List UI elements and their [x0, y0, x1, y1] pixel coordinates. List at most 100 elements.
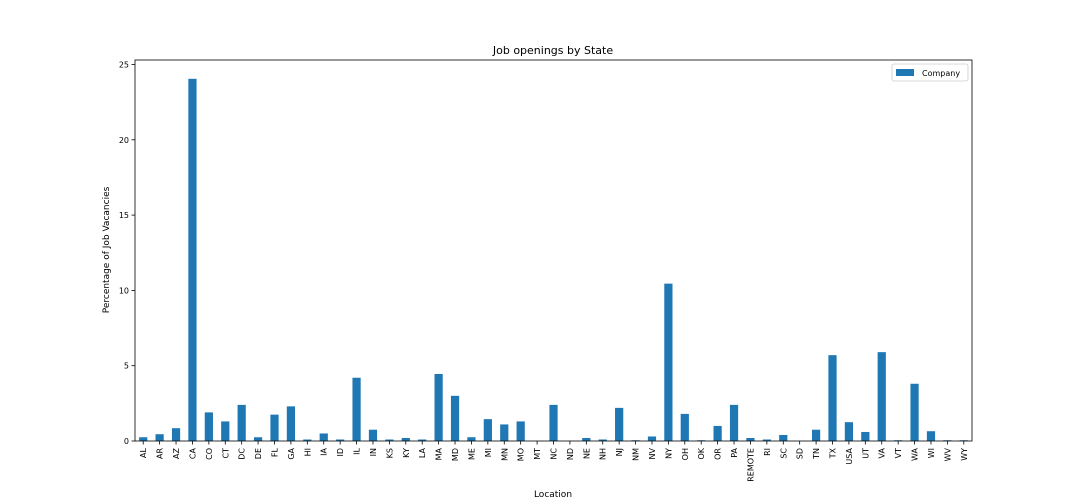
x-tick-label: HI: [303, 448, 312, 456]
bar-hi: [303, 439, 312, 441]
bar-dc: [237, 404, 246, 441]
bar-ne: [582, 437, 591, 441]
bar-co: [204, 412, 213, 441]
bar-remote: [746, 437, 755, 441]
x-tick-label: AR: [156, 448, 165, 459]
plot-frame: [134, 59, 973, 442]
x-tick-label: ME: [467, 448, 476, 460]
bar-nh: [598, 439, 607, 441]
bar-de: [253, 437, 263, 441]
x-tick-label: OK: [697, 447, 706, 459]
x-tick-label: WY: [960, 448, 969, 461]
bar-nc: [549, 404, 558, 441]
x-tick-label: MI: [484, 448, 493, 457]
bar-tx: [828, 355, 837, 441]
x-tick-label: TN: [812, 448, 821, 460]
x-tick-label: MO: [517, 448, 526, 461]
bar-me: [467, 437, 476, 441]
x-tick-label: NC: [550, 448, 559, 460]
bar-mn: [500, 424, 509, 441]
x-tick-label: IL: [353, 447, 362, 454]
x-tick-label: TX: [829, 447, 838, 459]
chart-title: Job openings by State: [492, 44, 613, 57]
x-tick-label: NV: [648, 447, 657, 459]
bar-az: [171, 428, 181, 441]
bar-wi: [926, 431, 936, 441]
x-tick-label: PA: [730, 447, 739, 457]
x-tick-label: KY: [402, 448, 411, 458]
y-axis: 0 5 10 15 20 25: [119, 61, 135, 446]
x-tick-label: WA: [911, 447, 920, 460]
bar-ma: [434, 373, 443, 441]
y-tick-label: 0: [124, 437, 129, 446]
bar-ia: [319, 433, 328, 441]
bar-or: [713, 425, 722, 441]
x-tick-label: UT: [861, 448, 870, 459]
bar-tn: [811, 429, 821, 441]
bar-pa: [729, 404, 739, 441]
x-axis-label: Location: [534, 490, 572, 500]
x-tick-label: MA: [435, 447, 444, 460]
x-tick-label: GA: [287, 447, 296, 459]
bar-mi: [483, 419, 492, 441]
x-tick-label: FL: [271, 447, 280, 457]
x-tick-label: NE: [582, 448, 591, 459]
bar-wa: [910, 383, 919, 441]
x-tick-label: NY: [664, 448, 673, 459]
x-tick-label: IN: [369, 448, 378, 456]
x-tick-label: SC: [779, 448, 788, 459]
bar-ct: [221, 421, 230, 441]
bar-sc: [779, 434, 788, 441]
x-tick-label: MN: [500, 448, 509, 461]
legend-box: [891, 63, 969, 82]
x-tick-label: MT: [533, 448, 542, 460]
x-tick-label: VA: [878, 447, 887, 458]
x-tick-label: WV: [943, 447, 952, 461]
x-axis: AL AR AZ CA CO CT DC DE FL GA HI IA ID IL IN KS KY LA MA MD…: [139, 441, 969, 482]
legend-swatch: [896, 69, 914, 76]
bar-ky: [401, 437, 410, 441]
x-tick-label: WI: [927, 448, 936, 458]
y-tick-label: 15: [119, 211, 129, 220]
bar-la: [418, 439, 427, 441]
x-tick-label: RI: [763, 448, 772, 456]
x-tick-label: CA: [188, 447, 197, 459]
bar-usa: [844, 422, 854, 441]
y-axis-label: Percentage of Job Vacancies: [102, 186, 112, 313]
bar-ar: [155, 434, 164, 441]
y-tick-label: 5: [124, 362, 129, 371]
x-tick-label: ID: [336, 448, 345, 457]
x-tick-label: REMOTE: [746, 448, 755, 482]
x-tick-label: DE: [254, 448, 263, 459]
legend-label: Company: [922, 69, 960, 78]
bar-ks: [385, 439, 394, 441]
bar-ri: [762, 439, 771, 441]
bar-ny: [664, 283, 673, 441]
x-tick-label: OH: [681, 448, 690, 460]
bar-mo: [516, 421, 525, 441]
y-tick-label: 10: [119, 286, 129, 295]
bar-ut: [861, 431, 870, 441]
x-tick-label: CO: [205, 448, 214, 460]
x-tick-label: KS: [385, 448, 394, 458]
x-tick-label: NH: [599, 448, 608, 460]
x-tick-label: OR: [714, 448, 723, 460]
x-tick-label: IA: [320, 447, 329, 455]
legend: Company: [891, 63, 969, 82]
bars-group: [139, 78, 968, 441]
bar-fl: [270, 414, 279, 441]
x-tick-label: AL: [139, 447, 148, 457]
y-tick-label: 25: [119, 61, 129, 70]
bar-ca: [188, 78, 197, 441]
bar-al: [139, 437, 148, 441]
bar-md: [450, 395, 460, 441]
bar-id: [336, 439, 345, 441]
bar-in: [368, 429, 378, 441]
x-tick-label: NJ: [615, 448, 624, 456]
bar-nj: [615, 407, 624, 441]
x-tick-label: CT: [221, 448, 230, 459]
x-tick-label: LA: [418, 447, 427, 458]
x-tick-label: NM: [632, 448, 641, 461]
x-tick-label: ND: [566, 448, 575, 460]
